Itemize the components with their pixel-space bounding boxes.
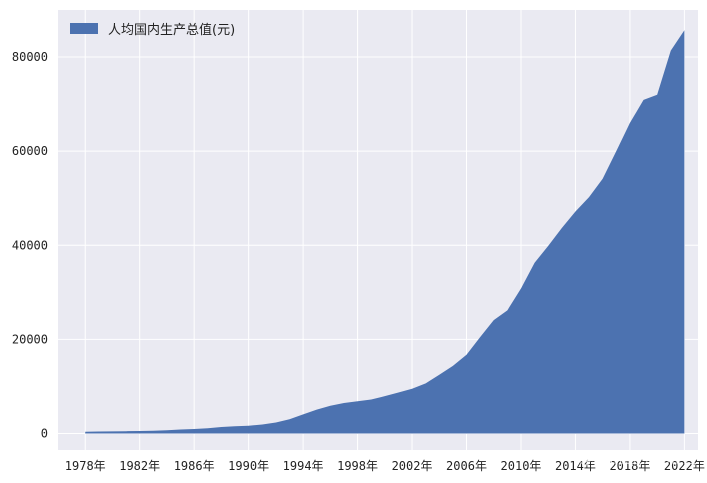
x-tick-label-10: 2018年 <box>609 459 650 473</box>
x-axis-tick-labels: 1978年 1982年 1986年 1990年 1994年 1998年 2002年 2006年… <box>65 459 705 473</box>
y-tick-label-2: 40000 <box>12 238 48 252</box>
x-tick-label-11: 2022年 <box>664 459 705 473</box>
x-tick-label-5: 1998年 <box>337 459 378 473</box>
x-tick-label-1: 1982年 <box>119 459 160 473</box>
legend: 人均国内生产总值(元) <box>70 22 235 38</box>
area-series-gdp-per-capita <box>85 30 685 434</box>
legend-swatch <box>70 23 98 34</box>
x-tick-label-6: 2002年 <box>392 459 433 473</box>
y-tick-label-4: 80000 <box>12 50 48 64</box>
x-tick-label-7: 2006年 <box>446 459 487 473</box>
x-tick-label-4: 1994年 <box>283 459 324 473</box>
x-tick-label-2: 1986年 <box>174 459 215 473</box>
y-axis-tick-labels: 0 20000 40000 60000 80000 <box>12 50 48 440</box>
watermark-text: @稀土掘金技术社区 <box>579 451 696 467</box>
legend-label: 人均国内生产总值(元) <box>108 22 235 38</box>
y-tick-label-0: 0 <box>41 427 48 441</box>
x-tick-label-9: 2014年 <box>555 459 596 473</box>
x-tick-label-3: 1990年 <box>228 459 269 473</box>
x-tick-label-8: 2010年 <box>501 459 542 473</box>
y-tick-label-1: 20000 <box>12 332 48 346</box>
x-tick-label-0: 1978年 <box>65 459 106 473</box>
y-tick-label-3: 60000 <box>12 144 48 158</box>
